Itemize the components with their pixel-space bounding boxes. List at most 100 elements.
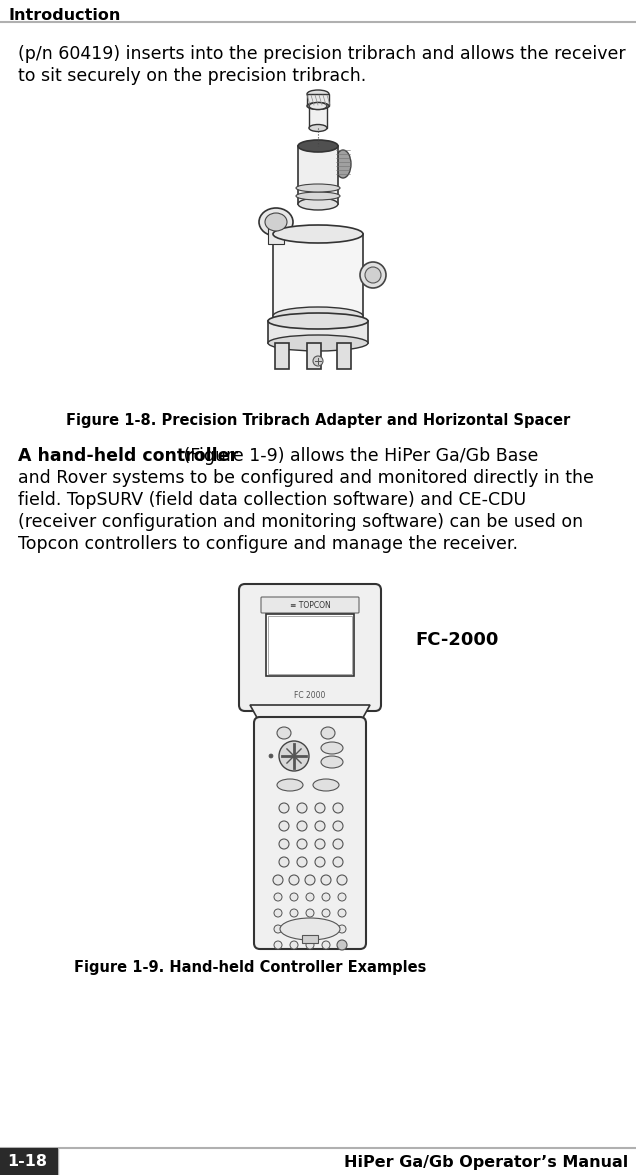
Polygon shape	[250, 705, 370, 723]
Ellipse shape	[321, 727, 335, 739]
FancyBboxPatch shape	[261, 597, 359, 613]
Circle shape	[315, 839, 325, 850]
Circle shape	[306, 941, 314, 949]
Circle shape	[290, 909, 298, 916]
Ellipse shape	[309, 102, 327, 109]
Circle shape	[313, 356, 323, 365]
Circle shape	[306, 925, 314, 933]
Ellipse shape	[298, 199, 338, 210]
Ellipse shape	[279, 741, 309, 771]
Ellipse shape	[360, 262, 386, 288]
FancyBboxPatch shape	[254, 717, 366, 949]
Bar	[307, 94, 329, 106]
Circle shape	[290, 893, 298, 901]
Circle shape	[290, 941, 298, 949]
Circle shape	[338, 925, 346, 933]
Ellipse shape	[365, 267, 381, 283]
Circle shape	[315, 821, 325, 831]
Text: A hand-held controller: A hand-held controller	[18, 446, 238, 465]
Text: (p/n 60419) inserts into the precision tribrach and allows the receiver: (p/n 60419) inserts into the precision t…	[18, 45, 626, 63]
Circle shape	[321, 875, 331, 885]
Circle shape	[322, 925, 330, 933]
Circle shape	[333, 821, 343, 831]
Ellipse shape	[313, 779, 339, 791]
Circle shape	[322, 893, 330, 901]
Circle shape	[290, 925, 298, 933]
Ellipse shape	[268, 335, 368, 351]
Circle shape	[297, 839, 307, 850]
Bar	[309, 106, 327, 128]
Circle shape	[306, 909, 314, 916]
Text: Introduction: Introduction	[8, 8, 120, 24]
Ellipse shape	[277, 727, 291, 739]
Circle shape	[279, 839, 289, 850]
Text: and Rover systems to be configured and monitored directly in the: and Rover systems to be configured and m…	[18, 469, 594, 486]
Text: field. TopSURV (field data collection software) and CE-CDU: field. TopSURV (field data collection so…	[18, 491, 526, 509]
Ellipse shape	[268, 313, 368, 329]
Ellipse shape	[335, 150, 351, 177]
Ellipse shape	[280, 918, 340, 940]
Text: FC 2000: FC 2000	[294, 691, 326, 699]
Ellipse shape	[321, 756, 343, 768]
FancyBboxPatch shape	[239, 584, 381, 711]
Ellipse shape	[265, 213, 287, 231]
Circle shape	[279, 857, 289, 867]
Circle shape	[305, 875, 315, 885]
Ellipse shape	[296, 184, 340, 192]
Bar	[266, 615, 354, 676]
Circle shape	[274, 925, 282, 933]
Circle shape	[322, 941, 330, 949]
Ellipse shape	[273, 224, 363, 243]
Ellipse shape	[296, 192, 340, 200]
Bar	[0, 1148, 58, 1175]
Circle shape	[333, 803, 343, 813]
Text: FC-2000: FC-2000	[415, 631, 499, 649]
Circle shape	[274, 893, 282, 901]
Text: 1-18: 1-18	[7, 1155, 47, 1169]
Circle shape	[333, 839, 343, 850]
Circle shape	[338, 909, 346, 916]
Text: Topcon controllers to configure and manage the receiver.: Topcon controllers to configure and mana…	[18, 535, 518, 553]
Circle shape	[306, 893, 314, 901]
Circle shape	[274, 941, 282, 949]
Bar	[275, 343, 289, 369]
Bar	[273, 234, 363, 316]
Circle shape	[269, 754, 273, 758]
Bar	[307, 343, 321, 369]
Circle shape	[297, 857, 307, 867]
Circle shape	[297, 803, 307, 813]
Ellipse shape	[298, 140, 338, 152]
Bar	[337, 343, 351, 369]
Bar	[268, 222, 284, 244]
Text: ≡ TOPCON: ≡ TOPCON	[289, 600, 330, 610]
Circle shape	[322, 909, 330, 916]
Circle shape	[337, 940, 347, 951]
Circle shape	[279, 821, 289, 831]
Ellipse shape	[259, 208, 293, 236]
Ellipse shape	[309, 125, 327, 132]
Text: HiPer Ga/Gb Operator’s Manual: HiPer Ga/Gb Operator’s Manual	[343, 1155, 628, 1169]
Bar	[302, 935, 318, 944]
Ellipse shape	[307, 102, 329, 109]
Circle shape	[333, 857, 343, 867]
Circle shape	[338, 893, 346, 901]
Circle shape	[273, 875, 283, 885]
Bar	[268, 616, 352, 674]
Circle shape	[315, 803, 325, 813]
Ellipse shape	[277, 779, 303, 791]
Bar	[298, 146, 338, 204]
Text: Figure 1-8. Precision Tribrach Adapter and Horizontal Spacer: Figure 1-8. Precision Tribrach Adapter a…	[66, 412, 570, 428]
Ellipse shape	[273, 307, 363, 325]
Circle shape	[279, 803, 289, 813]
Circle shape	[315, 857, 325, 867]
Text: (receiver configuration and monitoring software) can be used on: (receiver configuration and monitoring s…	[18, 513, 583, 531]
Text: Figure 1-9. Hand-held Controller Examples: Figure 1-9. Hand-held Controller Example…	[74, 960, 426, 975]
Text: (Figure 1-9) allows the HiPer Ga/Gb Base: (Figure 1-9) allows the HiPer Ga/Gb Base	[178, 446, 539, 465]
Circle shape	[274, 909, 282, 916]
Ellipse shape	[321, 741, 343, 754]
Circle shape	[297, 821, 307, 831]
Text: to sit securely on the precision tribrach.: to sit securely on the precision tribrac…	[18, 67, 366, 85]
Bar	[268, 321, 368, 343]
Circle shape	[289, 875, 299, 885]
Circle shape	[337, 875, 347, 885]
